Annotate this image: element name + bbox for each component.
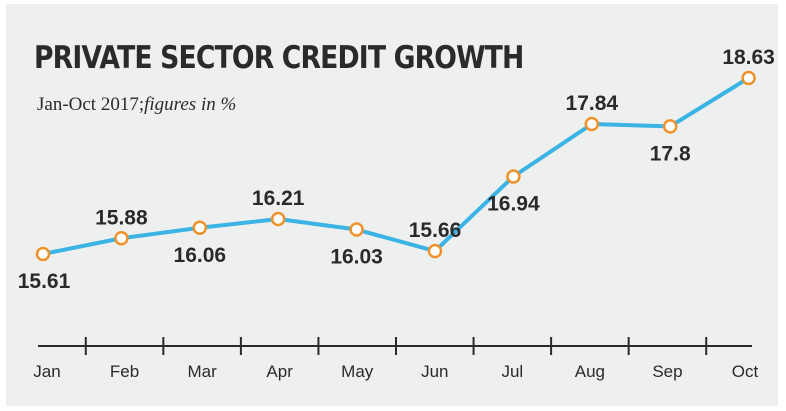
marker-layer <box>35 70 756 262</box>
data-point <box>349 222 364 237</box>
data-point <box>506 169 521 184</box>
series-line <box>41 76 751 256</box>
x-tick-label: Mar <box>187 362 217 381</box>
series-line-layer <box>41 76 751 256</box>
data-point <box>35 246 51 262</box>
data-point <box>427 243 443 259</box>
x-tick-label: Apr <box>266 362 293 381</box>
data-label: 15.88 <box>95 206 148 229</box>
data-label: 16.03 <box>330 246 383 269</box>
x-tick-label: Jan <box>33 362 60 381</box>
x-tick-label: Jul <box>501 362 523 381</box>
data-point <box>114 231 129 246</box>
data-label: 15.61 <box>18 270 71 293</box>
data-point <box>192 220 208 236</box>
chart-title: PRIVATE SECTOR CREDIT GROWTH <box>34 40 524 76</box>
chart-panel <box>6 4 778 406</box>
x-tick-label: Jun <box>421 362 448 381</box>
data-label: 16.21 <box>252 187 305 210</box>
data-point <box>662 119 678 134</box>
data-point <box>584 116 600 132</box>
data-label: 15.66 <box>409 219 462 242</box>
x-tick-label: May <box>341 362 374 381</box>
data-label: 18.63 <box>722 46 775 69</box>
data-point <box>270 211 286 227</box>
data-label: 17.8 <box>650 142 691 165</box>
x-tick-label: Feb <box>110 362 139 381</box>
x-tick-label: Aug <box>575 362 605 381</box>
data-label: 16.06 <box>174 244 227 267</box>
subtitle-period: Jan-Oct 2017; <box>37 94 145 115</box>
subtitle-unit: figures in % <box>144 94 237 115</box>
data-point <box>741 70 756 86</box>
data-label: 17.84 <box>566 92 619 115</box>
data-label-layer: 15.61 15.88 16.06 16.21 16.03 15.66 16.94 17.84… <box>18 46 775 293</box>
chart-subtitle: Jan-Oct 2017;figures in % <box>37 94 236 116</box>
x-tick-label: Sep <box>652 362 682 381</box>
data-label: 16.94 <box>487 192 540 215</box>
x-tick-label: Oct <box>732 362 759 381</box>
x-axis: Jan Feb Mar Apr May Jun Jul Aug Sep Oct <box>33 337 758 381</box>
